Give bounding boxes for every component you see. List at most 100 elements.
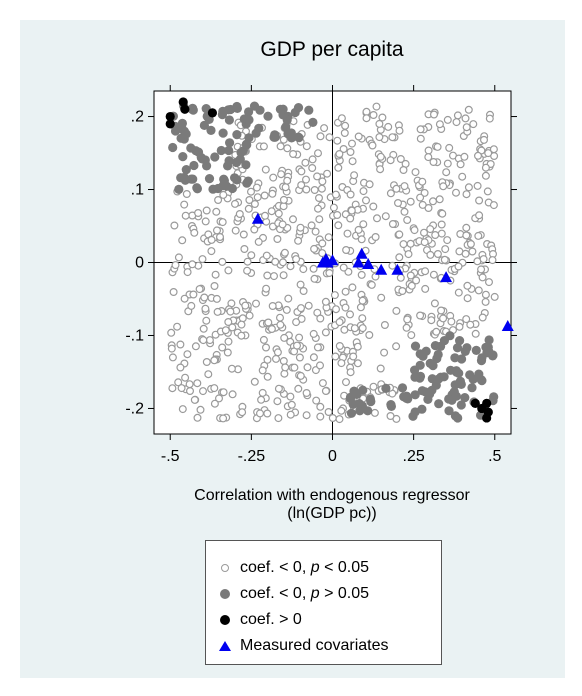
scatter-point <box>232 130 242 140</box>
scatter-point <box>444 394 454 404</box>
scatter-point <box>284 294 293 303</box>
scatter-point <box>478 313 487 322</box>
scatter-point <box>227 364 236 373</box>
scatter-point <box>188 174 198 184</box>
scatter-point <box>210 399 219 408</box>
scatter-point <box>289 215 298 224</box>
scatter-point <box>188 105 198 115</box>
scatter-point <box>350 324 359 333</box>
scatter-point <box>216 145 226 156</box>
scatter-point <box>337 114 346 123</box>
scatter-point <box>210 152 220 162</box>
scatter-point <box>188 260 197 269</box>
scatter-point <box>218 343 227 352</box>
scatter-point <box>226 104 236 115</box>
scatter-point <box>481 171 490 180</box>
scatter-point-triangle <box>501 319 514 331</box>
scatter-point <box>388 133 397 142</box>
scatter-point <box>440 255 449 264</box>
scatter-point <box>262 343 271 352</box>
scatter-point <box>252 299 261 308</box>
scatter-point <box>290 363 299 372</box>
scatter-point <box>278 104 288 114</box>
scatter-point <box>213 307 222 316</box>
scatter-point <box>235 210 244 219</box>
scatter-point <box>247 251 256 260</box>
scatter-point <box>396 273 405 282</box>
scatter-point <box>254 237 263 246</box>
scatter-point <box>241 301 250 310</box>
scatter-point <box>433 349 443 360</box>
scatter-point <box>436 341 446 351</box>
scatter-point <box>452 118 461 127</box>
scatter-point <box>334 221 343 230</box>
scatter-point <box>174 253 183 262</box>
scatter-point <box>392 184 401 193</box>
scatter-point <box>280 248 289 257</box>
scatter-point <box>194 209 203 218</box>
scatter-point <box>386 156 395 165</box>
scatter-point-black <box>165 111 175 122</box>
scatter-point <box>316 132 325 141</box>
scatter-point <box>435 120 444 129</box>
scatter-point <box>310 274 319 283</box>
scatter-point <box>251 128 261 138</box>
scatter-point <box>167 328 176 337</box>
scatter-point <box>218 106 228 116</box>
scatter-point <box>259 335 268 344</box>
scatter-point <box>223 161 233 171</box>
scatter-point <box>477 265 486 274</box>
scatter-point <box>416 193 425 202</box>
scatter-point <box>386 412 395 421</box>
scatter-point <box>171 261 180 270</box>
scatter-point <box>314 204 323 213</box>
scatter-point <box>303 363 312 372</box>
scatter-point <box>417 386 427 396</box>
scatter-point <box>489 201 498 210</box>
scatter-point <box>221 326 230 335</box>
scatter-point <box>258 388 267 397</box>
scatter-point <box>373 214 382 223</box>
scatter-point <box>182 190 191 199</box>
scatter-point <box>230 173 240 183</box>
scatter-point <box>280 369 289 378</box>
scatter-point <box>352 388 362 399</box>
scatter-point <box>287 400 296 409</box>
scatter-point <box>316 314 325 323</box>
scatter-point <box>231 157 242 168</box>
scatter-point <box>302 175 311 184</box>
black-circle-icon <box>216 609 234 631</box>
scatter-point <box>212 207 221 216</box>
scatter-point <box>453 111 462 120</box>
scatter-point <box>399 166 408 175</box>
scatter-point <box>278 220 287 229</box>
scatter-point <box>481 297 490 306</box>
legend-item: coef. > 0 <box>216 609 302 631</box>
scatter-point <box>348 157 357 166</box>
scatter-point <box>484 335 494 345</box>
scatter-point <box>286 128 296 138</box>
scatter-point <box>315 215 324 224</box>
x-tick-label: .5 <box>488 448 501 465</box>
scatter-point <box>435 195 444 204</box>
scatter-point <box>485 114 494 123</box>
scatter-point <box>279 357 288 366</box>
scatter-point <box>455 336 465 346</box>
y-tick-label: .1 <box>131 182 144 199</box>
scatter-point <box>273 235 282 244</box>
scatter-point <box>170 221 179 230</box>
scatter-point <box>262 251 271 260</box>
y-tick-label: .2 <box>131 109 144 126</box>
scatter-point <box>176 340 185 349</box>
scatter-point <box>443 236 452 245</box>
scatter-point <box>239 230 248 239</box>
axes: -.5 -.25 0 .25 .5 -.2 -.1 0 .1 .2 <box>125 85 517 465</box>
scatter-point <box>181 373 190 382</box>
scatter-point <box>354 132 363 141</box>
scatter-point <box>453 413 463 423</box>
scatter-point <box>418 177 427 186</box>
scatter-point <box>464 183 473 192</box>
scatter-point <box>283 144 292 153</box>
scatter-point <box>439 182 448 191</box>
